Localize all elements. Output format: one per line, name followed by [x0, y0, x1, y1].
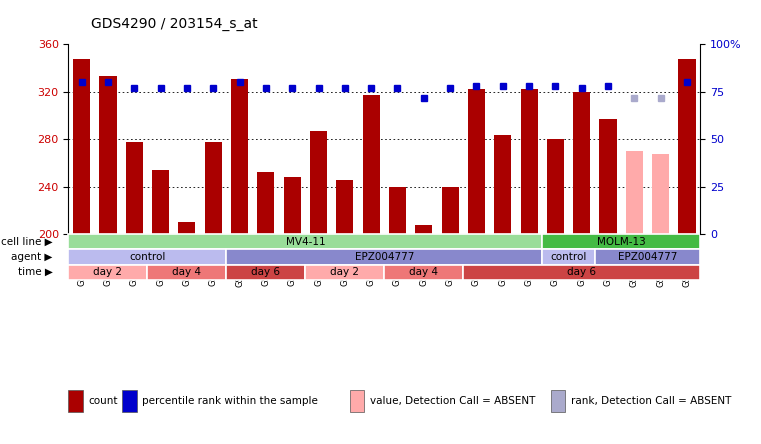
Bar [126, 142, 143, 234]
Bar [284, 177, 301, 234]
Bar [350, 390, 365, 412]
Text: day 6: day 6 [251, 267, 280, 277]
Bar [122, 390, 137, 412]
Text: day 4: day 4 [173, 267, 202, 277]
Bar [441, 187, 459, 234]
Text: EPZ004777: EPZ004777 [355, 252, 414, 262]
Bar [231, 79, 248, 234]
Text: day 2: day 2 [330, 267, 359, 277]
Text: MOLM-13: MOLM-13 [597, 237, 645, 247]
Text: percentile rank within the sample: percentile rank within the sample [142, 396, 318, 406]
Bar [521, 90, 537, 234]
Bar [68, 234, 542, 250]
Bar [178, 222, 196, 234]
Text: control: control [129, 252, 166, 262]
Bar [227, 265, 305, 280]
Bar [257, 173, 275, 234]
Text: rank, Detection Call = ABSENT: rank, Detection Call = ABSENT [571, 396, 731, 406]
Bar [542, 234, 700, 250]
Bar [384, 265, 463, 280]
Bar [310, 131, 327, 234]
Text: agent ▶: agent ▶ [11, 252, 53, 262]
Text: day 6: day 6 [567, 267, 596, 277]
Bar [68, 390, 83, 412]
Text: EPZ004777: EPZ004777 [618, 252, 677, 262]
Bar [68, 265, 148, 280]
Text: count: count [88, 396, 118, 406]
Bar [305, 265, 384, 280]
Bar [148, 265, 227, 280]
Bar [468, 90, 485, 234]
Bar [652, 154, 669, 234]
Text: value, Detection Call = ABSENT: value, Detection Call = ABSENT [370, 396, 535, 406]
Bar [416, 225, 432, 234]
Bar [626, 151, 643, 234]
Bar [336, 180, 353, 234]
Bar [551, 390, 565, 412]
Bar [542, 250, 595, 265]
Text: time ▶: time ▶ [18, 267, 53, 277]
Bar [100, 76, 116, 234]
Bar [595, 250, 700, 265]
Bar [494, 135, 511, 234]
Text: MV4-11: MV4-11 [285, 237, 325, 247]
Bar [678, 59, 696, 234]
Text: GDS4290 / 203154_s_at: GDS4290 / 203154_s_at [91, 17, 258, 31]
Bar [463, 265, 700, 280]
Bar [68, 250, 227, 265]
Bar [227, 250, 542, 265]
Text: control: control [550, 252, 587, 262]
Bar [573, 92, 591, 234]
Bar [205, 142, 221, 234]
Text: day 4: day 4 [409, 267, 438, 277]
Bar [152, 170, 169, 234]
Bar [362, 95, 380, 234]
Bar [600, 119, 616, 234]
Bar [547, 139, 564, 234]
Bar [73, 59, 91, 234]
Text: day 2: day 2 [94, 267, 123, 277]
Bar [389, 187, 406, 234]
Text: cell line ▶: cell line ▶ [1, 237, 53, 247]
